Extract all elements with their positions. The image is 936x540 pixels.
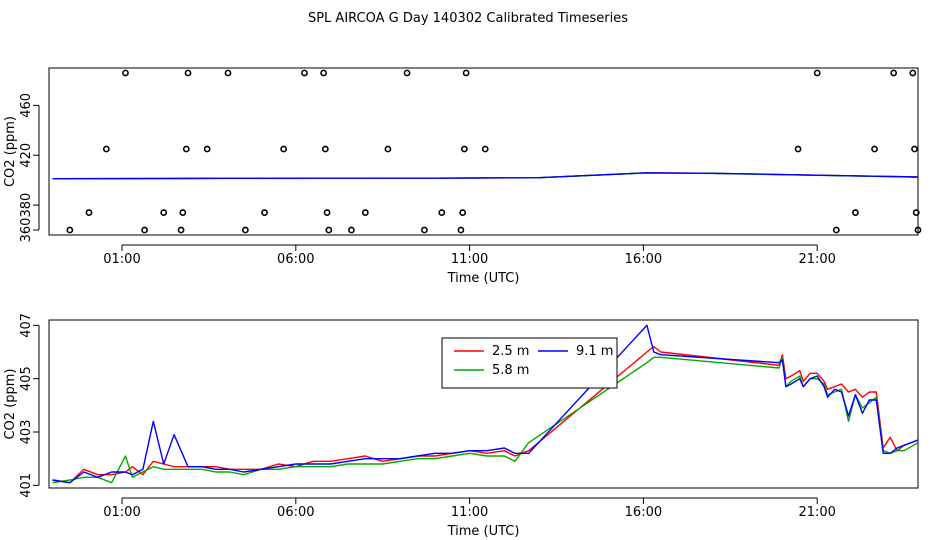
legend-label: 5.8 m bbox=[492, 363, 529, 378]
panel1-y-tick-label: 380 bbox=[19, 193, 34, 218]
panel2-x-tick-label: 01:00 bbox=[103, 505, 140, 520]
panel1-scatter-point bbox=[890, 69, 898, 77]
panel1-scatter-point bbox=[460, 145, 468, 153]
panel1-scatter-point bbox=[122, 69, 129, 77]
panel1-scatter-point bbox=[241, 226, 249, 234]
panel1-scatter-point bbox=[871, 145, 878, 153]
figure-title: SPL AIRCOA G Day 140302 Calibrated Times… bbox=[308, 11, 628, 26]
panel1-scatter-point bbox=[224, 69, 232, 77]
panel1-y-tick-label: 360 bbox=[19, 218, 34, 243]
panel1-scatter-point bbox=[280, 145, 288, 153]
panel1-scatter-point bbox=[323, 209, 331, 216]
panel1-x-tick-label: 21:00 bbox=[798, 252, 835, 267]
panel1-series-9-1-m bbox=[52, 172, 919, 180]
panel1-scatter-point bbox=[320, 69, 328, 77]
panel1-x-axis-label: Time (UTC) bbox=[447, 271, 520, 286]
panel1-scatter-point bbox=[459, 209, 467, 216]
panel1-scatter-point bbox=[85, 209, 93, 216]
panel2-x-tick-label: 16:00 bbox=[625, 505, 662, 520]
panel2-x-tick-label: 21:00 bbox=[798, 505, 835, 520]
panel1-scatter-point bbox=[102, 145, 110, 153]
panel1-scatter-point bbox=[179, 209, 187, 216]
panel1-scatter-point bbox=[403, 69, 411, 77]
legend-label: 2.5 m bbox=[492, 344, 529, 359]
panel1-scatter-point bbox=[348, 226, 355, 234]
panel1-scatter-point bbox=[361, 209, 369, 216]
panel1-scatter-point bbox=[321, 145, 329, 153]
panel1-scatter-point bbox=[160, 209, 168, 216]
panel1-scatter-point bbox=[794, 145, 802, 153]
panel1-scatter-point bbox=[182, 145, 190, 153]
panel1-y-tick-label: 420 bbox=[19, 143, 34, 168]
panel2-y-tick-label: 405 bbox=[19, 366, 34, 391]
panel1-scatter-point bbox=[462, 69, 470, 77]
panel1-scatter-point bbox=[909, 69, 917, 77]
panel1-scatter-point bbox=[141, 226, 148, 234]
panel1-scatter-point bbox=[184, 69, 192, 77]
panel1-scatter-point bbox=[911, 145, 918, 153]
panel1-scatter-point bbox=[261, 209, 268, 216]
panel1-scatter-point bbox=[203, 145, 211, 153]
legend-box bbox=[441, 337, 618, 389]
panel1-scatter-point bbox=[438, 209, 446, 216]
panel2-x-tick-label: 11:00 bbox=[451, 505, 488, 520]
panel1-y-tick-label: 460 bbox=[19, 93, 34, 118]
panel1-scatter-point bbox=[852, 209, 859, 216]
panel2-series-2-5-m bbox=[52, 346, 919, 484]
panel1-scatter-point bbox=[421, 226, 428, 234]
panel1-scatter-point bbox=[325, 226, 333, 234]
panel1-scatter-point bbox=[481, 145, 489, 153]
panel1-scatter-point bbox=[177, 226, 185, 234]
panel1-x-tick-label: 01:00 bbox=[103, 252, 140, 267]
panel1-y-axis-label: CO2 (ppm) bbox=[3, 116, 18, 187]
panel2-x-tick-label: 06:00 bbox=[277, 505, 314, 520]
panel1-scatter-point bbox=[914, 226, 922, 234]
panel2-y-tick-label: 407 bbox=[19, 313, 34, 338]
legend-label: 9.1 m bbox=[576, 344, 613, 359]
panel1-x-tick-label: 11:00 bbox=[451, 252, 488, 267]
panel1-scatter-point bbox=[832, 226, 840, 234]
panel1-scatter-point bbox=[457, 226, 465, 234]
panel1-scatter-point bbox=[912, 209, 920, 216]
panel1-x-tick-label: 06:00 bbox=[277, 252, 314, 267]
panel1-scatter-point bbox=[384, 145, 392, 153]
panel2-x-axis-label: Time (UTC) bbox=[447, 524, 520, 539]
panel1-frame bbox=[48, 67, 919, 236]
panel1-scatter-point bbox=[66, 226, 74, 234]
panel2-series-9-1-m bbox=[52, 324, 919, 484]
panel2-y-axis-label: CO2 (ppm) bbox=[3, 368, 18, 439]
panel1-scatter-point bbox=[301, 69, 308, 77]
panel2-y-tick-label: 403 bbox=[19, 420, 34, 445]
panel1-scatter-point bbox=[813, 69, 821, 77]
panel2-y-tick-label: 401 bbox=[19, 473, 34, 498]
panel1-x-tick-label: 16:00 bbox=[625, 252, 662, 267]
panel2-frame bbox=[48, 319, 919, 489]
